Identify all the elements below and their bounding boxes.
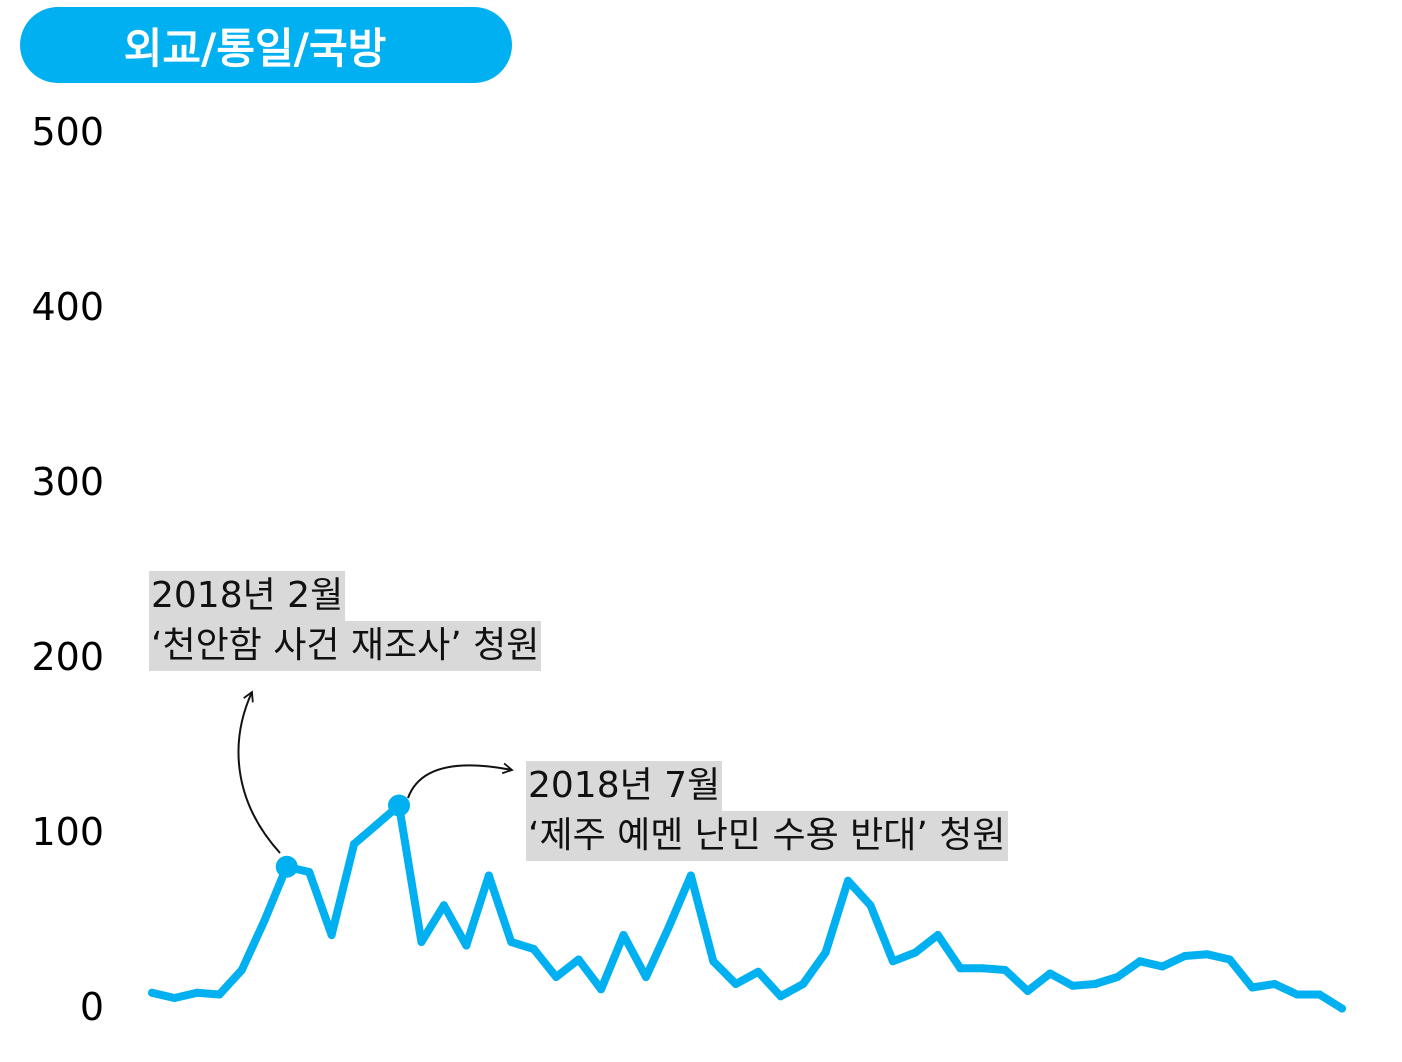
data-point	[597, 985, 606, 994]
data-point	[417, 938, 426, 946]
data-point	[1158, 962, 1167, 971]
annotation-jul-text: ‘제주 예멘 난민 수용 반대’ 청원	[526, 811, 1008, 861]
annotation-jul-date: 2018년 7월	[526, 761, 723, 811]
annotation-jul-2018: 2018년 7월 ‘제주 예멘 난민 수용 반대’ 청원	[526, 761, 1008, 861]
annotation-arrow-feb	[237, 690, 281, 854]
data-point	[305, 868, 314, 876]
data-point	[911, 948, 920, 957]
data-point	[619, 931, 628, 939]
data-point	[1091, 980, 1100, 988]
data-point	[664, 924, 673, 932]
y-tick-label-500: 500	[31, 110, 104, 154]
data-point	[866, 901, 875, 910]
chart-title: 외교/통일/국방	[20, 7, 512, 83]
data-point	[1270, 980, 1279, 988]
data-point	[1023, 987, 1032, 995]
annotation-feb-2018: 2018년 2월 ‘천안함 사건 재조사’ 청원	[149, 571, 542, 671]
data-point	[799, 980, 808, 988]
data-point	[260, 917, 269, 925]
data-point	[372, 820, 381, 829]
y-tick-label-200: 200	[31, 635, 104, 679]
data-point	[552, 973, 561, 981]
data-point	[956, 964, 965, 973]
data-point	[776, 992, 785, 1001]
data-point	[731, 980, 740, 988]
data-point	[462, 941, 471, 950]
data-point	[844, 876, 853, 885]
data-point	[1225, 955, 1234, 964]
data-point	[754, 967, 763, 976]
data-point	[709, 957, 718, 966]
data-point	[192, 988, 201, 997]
data-point	[1203, 950, 1212, 959]
data-point	[1135, 957, 1144, 966]
data-point	[507, 938, 516, 946]
data-point	[1315, 990, 1324, 999]
data-point	[215, 990, 224, 999]
y-tick-label-300: 300	[31, 460, 104, 504]
data-point	[529, 945, 538, 953]
data-point	[1248, 983, 1257, 992]
data-point	[1338, 1004, 1346, 1013]
data-point	[1068, 981, 1077, 990]
data-point	[978, 964, 987, 973]
data-point	[574, 955, 583, 964]
data-point	[350, 840, 359, 848]
data-point	[170, 994, 179, 1002]
data-point	[686, 871, 695, 880]
data-point	[327, 931, 336, 939]
data-point	[237, 966, 246, 974]
highlight-point-0	[275, 855, 298, 878]
data-point	[933, 931, 942, 939]
annotation-feb-text: ‘천안함 사건 재조사’ 청원	[149, 621, 542, 671]
annotation-feb-date: 2018년 2월	[149, 571, 346, 621]
data-point	[821, 948, 830, 957]
highlight-point-1	[387, 794, 410, 817]
data-point	[148, 988, 156, 997]
data-point	[484, 871, 493, 880]
data-point	[641, 973, 650, 981]
annotation-arrow-jul	[407, 762, 514, 799]
y-tick-label-100: 100	[31, 810, 104, 854]
data-point	[1001, 966, 1010, 974]
data-point	[1046, 969, 1055, 978]
data-point	[1180, 952, 1189, 960]
data-point	[1113, 973, 1122, 981]
data-point	[439, 901, 448, 910]
data-point	[1293, 990, 1302, 999]
data-point	[888, 957, 897, 966]
y-tick-label-400: 400	[31, 285, 104, 329]
y-tick-label-0: 0	[79, 985, 104, 1029]
